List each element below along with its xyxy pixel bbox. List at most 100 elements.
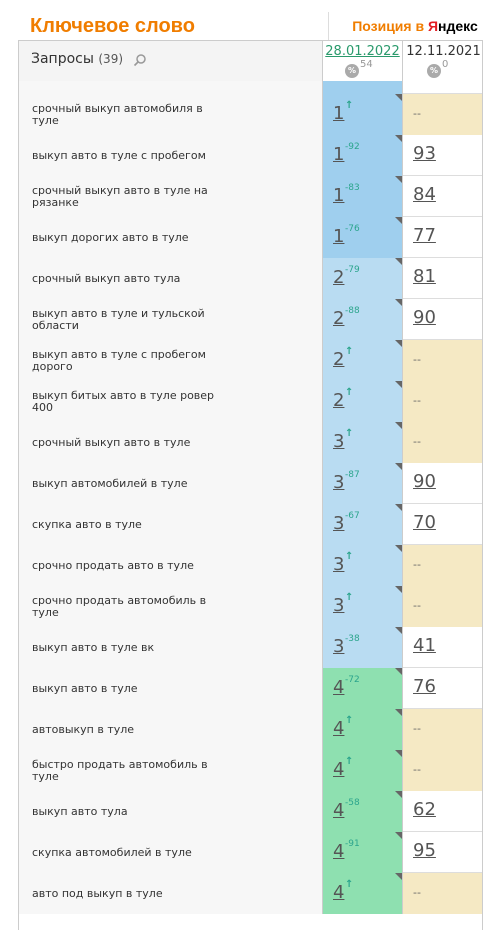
- position-value-link[interactable]: 4: [333, 800, 345, 821]
- position-cell-date-1: 1 ↑: [323, 94, 403, 135]
- position-value-link[interactable]: 4: [333, 718, 345, 739]
- up-arrow-icon: ↑: [345, 592, 354, 603]
- position-value-link[interactable]: 4: [333, 882, 345, 903]
- keyword-cell: выкуп дорогих авто в туле: [19, 217, 323, 258]
- position-value-link[interactable]: 3: [333, 636, 345, 657]
- position-delta: -83: [345, 183, 360, 193]
- keyword-text: скупка авто в туле: [32, 517, 142, 531]
- position-value-link[interactable]: 3: [333, 554, 345, 575]
- position-value-link[interactable]: 3: [333, 431, 345, 452]
- keyword-cell: выкуп авто в туле вк: [19, 627, 323, 668]
- corner-marker-icon: [395, 586, 402, 593]
- subheader: Запросы (39) 28.01.2022 % 54 12.11.2021 …: [18, 40, 483, 82]
- position-delta: -88: [345, 306, 360, 316]
- position-cell-date-2: 62: [403, 791, 482, 832]
- keyword-text: выкуп автомобилей в туле: [32, 476, 188, 490]
- keyword-cell: выкуп авто в туле с пробегом: [19, 135, 323, 176]
- position-cell-date-2: --: [403, 340, 482, 381]
- position-value-link[interactable]: 77: [413, 225, 436, 246]
- position-value-link[interactable]: 3: [333, 513, 345, 534]
- position-cell-date-2: 93: [403, 135, 482, 176]
- position-delta: -72: [345, 675, 360, 685]
- position-value-link[interactable]: 90: [413, 471, 436, 492]
- table-row: выкуп автомобилей в туле 3 -87 90: [19, 463, 482, 504]
- keyword-column-title: Ключевое слово: [30, 15, 195, 37]
- table-row: выкуп авто в туле дорого1-5 90: [19, 81, 482, 94]
- up-arrow-icon: ↑: [345, 100, 354, 111]
- position-cell-date-2: --: [403, 873, 482, 914]
- position-cell-date-1: 1 -76: [323, 217, 403, 258]
- position-value-link[interactable]: 4: [333, 677, 345, 698]
- keyword-cell: выкуп битых авто в туле ровер 400: [19, 381, 323, 422]
- keyword-text: срочный выкуп авто тула: [32, 271, 181, 285]
- keyword-cell: срочный выкуп авто в туле: [19, 422, 323, 463]
- corner-marker-icon: [395, 135, 402, 142]
- position-value-link[interactable]: 4: [333, 841, 345, 862]
- position-value-link[interactable]: 1: [333, 81, 344, 83]
- date-2-label: 12.11.2021: [406, 44, 481, 59]
- position-cell-date-2: 95: [403, 832, 482, 873]
- position-value-link[interactable]: 93: [413, 143, 436, 164]
- position-cell-date-1: 4 ↑: [323, 750, 403, 791]
- corner-marker-icon: [395, 381, 402, 388]
- position-value-link[interactable]: 1: [333, 103, 345, 124]
- corner-marker-icon: [395, 832, 402, 839]
- position-cell-date-1: 2 -88: [323, 299, 403, 340]
- position-delta: -87: [345, 470, 360, 480]
- position-value-link[interactable]: 1: [333, 144, 345, 165]
- position-value-link[interactable]: 90: [413, 81, 436, 82]
- position-value-link[interactable]: 76: [413, 676, 436, 697]
- position-value-link[interactable]: 95: [413, 840, 436, 861]
- table-row: срочно продать автомобиль в туле 3 ↑ --: [19, 586, 482, 627]
- position-value-link[interactable]: 3: [333, 472, 345, 493]
- position-value-link[interactable]: 62: [413, 799, 436, 820]
- no-position: --: [413, 107, 421, 120]
- position-value-link[interactable]: 2: [333, 308, 345, 329]
- position-value-link[interactable]: 90: [413, 307, 436, 328]
- no-position: --: [413, 558, 421, 571]
- position-value-link[interactable]: 4: [333, 759, 345, 780]
- position-cell-date-1: 2 ↑: [323, 381, 403, 422]
- no-position: --: [413, 394, 421, 407]
- keyword-cell: срочно продать автомобиль в туле: [19, 586, 323, 627]
- keyword-cell: скупка автомобилей в туле: [19, 832, 323, 873]
- position-value-link[interactable]: 2: [333, 390, 345, 411]
- position-value-link[interactable]: 70: [413, 512, 436, 533]
- keyword-cell: выкуп автомобилей в туле: [19, 463, 323, 504]
- yandex-logo-y: Я: [427, 18, 439, 34]
- date-column-1[interactable]: 28.01.2022 % 54: [323, 41, 403, 82]
- corner-marker-icon: [395, 422, 402, 429]
- position-cell-date-2: --: [403, 750, 482, 791]
- table-row: выкуп дорогих авто в туле 1 -76 77: [19, 217, 482, 258]
- queries-count: (39): [98, 52, 124, 66]
- keyword-cell: срочно продать авто в туле: [19, 545, 323, 586]
- position-cell-date-1: 3 ↑: [323, 422, 403, 463]
- position-value-link[interactable]: 81: [413, 266, 436, 287]
- corner-marker-icon: [395, 545, 402, 552]
- position-value-link[interactable]: 2: [333, 267, 345, 288]
- position-cell-date-1: 1-5: [323, 81, 403, 94]
- date-1-link[interactable]: 28.01.2022: [325, 44, 400, 59]
- table-row: выкуп авто в туле вк 3 -38 41: [19, 627, 482, 668]
- corner-marker-icon: [395, 176, 402, 183]
- keyword-cell: выкуп авто тула: [19, 791, 323, 832]
- keyword-cell: срочный выкуп авто в туле на рязанке: [19, 176, 323, 217]
- keyword-cell: выкуп авто в туле и тульской области: [19, 299, 323, 340]
- position-value-link[interactable]: 1: [333, 226, 345, 247]
- corner-marker-icon: [395, 258, 402, 265]
- position-value-link[interactable]: 41: [413, 635, 436, 656]
- table-row: выкуп авто в туле и тульской области 2 -88…: [19, 299, 482, 340]
- table-row: срочный выкуп авто в туле 3 ↑ --: [19, 422, 482, 463]
- table-row: скупка авто в туле 3 -67 70: [19, 504, 482, 545]
- position-value-link[interactable]: 3: [333, 595, 345, 616]
- position-value-link[interactable]: 2: [333, 349, 345, 370]
- position-cell-date-2: 41: [403, 627, 482, 668]
- search-icon[interactable]: [133, 53, 147, 67]
- position-cell-date-1: 3 ↑: [323, 545, 403, 586]
- position-value-link[interactable]: 1: [333, 185, 345, 206]
- no-position: --: [413, 599, 421, 612]
- no-position: --: [413, 435, 421, 448]
- position-value-link[interactable]: 84: [413, 184, 436, 205]
- keyword-text: автовыкуп в туле: [32, 722, 135, 736]
- keyword-text: авто под выкуп в туле: [32, 886, 163, 900]
